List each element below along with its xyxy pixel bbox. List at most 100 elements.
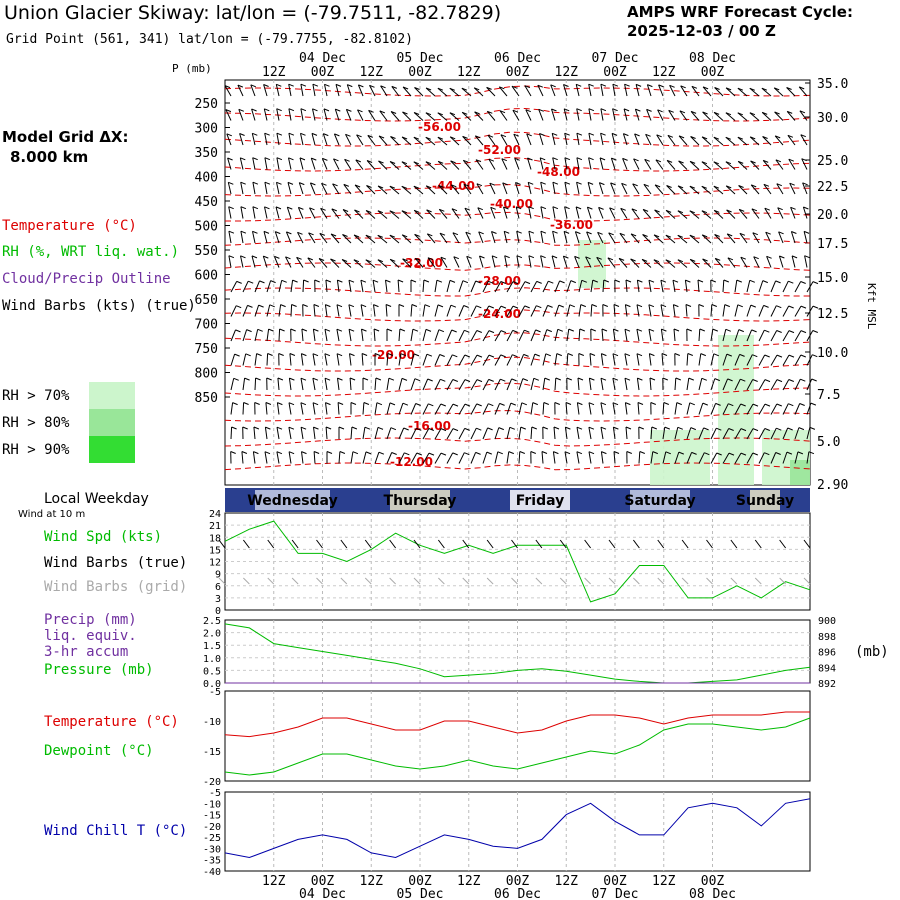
wind-barb-feather [330,233,337,237]
height-tick-label: 5.0 [817,435,840,450]
wind-barb-feather [239,133,245,136]
wind-barb-feather [788,354,795,358]
wind-barb-feather [414,87,420,90]
wind-barb [538,109,544,121]
wind-barb [790,231,796,244]
wind-barb [722,403,729,415]
wind-barb [482,427,489,440]
wind-barb [313,451,316,464]
wind-barb-feather [736,279,742,283]
wind-barb [241,451,244,464]
wind-barb-feather [389,210,395,214]
wind-barb [770,452,777,464]
wind-barb [477,207,484,219]
wind-barb [307,257,316,268]
wind-barb-feather [677,259,684,263]
wind-barb-feather [296,256,302,260]
wind-barb-feather [244,377,250,381]
time-tick-bottom: 00Z [603,874,627,889]
wind-barb-feather [413,161,419,165]
wind-barb [539,133,544,146]
wind-barb-feather [788,403,794,407]
wind-barb [552,451,556,464]
wind-barb [566,280,572,293]
wind-barb-feather [414,233,420,237]
precip-panel-ytick: 2.5 [203,616,221,627]
wind-barb [290,280,294,293]
grid-wind-barb [316,577,323,585]
wind-barb [600,84,604,97]
wind-barb-feather [464,427,470,431]
wind-barb [563,84,568,97]
wind-barb-feather [691,85,698,89]
wind-barb-feather [766,255,772,259]
wind-barb [470,354,478,366]
wind-barb-feather [642,208,649,212]
wind-barb [341,259,352,268]
wind-barb [288,157,292,170]
wind-barb-feather [645,133,651,137]
wind-barb [377,210,388,219]
wind-barb-feather [613,426,619,430]
wind-true-legend: Wind Barbs (true) [44,555,188,571]
wind-barb [607,257,616,268]
wind-barb-feather [521,402,527,406]
wind-barb-feather [251,255,258,259]
rh70-swatch [89,382,135,409]
time-tick-bottom: 12Z [262,874,286,889]
wind-barb [357,84,364,97]
rh80-swatch [89,409,135,436]
wind-barb [489,182,496,195]
wind-barb [778,255,784,268]
wind-barb [518,451,521,464]
wind-barb [354,209,364,219]
wind-barb [482,330,490,342]
wind-barb [641,259,652,268]
wind-barb-feather [801,158,807,162]
wind-barb-feather [514,157,520,161]
wind-barb [470,379,478,391]
wind-barb [288,402,292,415]
wind-barb [530,281,538,293]
wind-barb [764,207,772,219]
wind-barb-feather [690,427,696,431]
wind-barb-feather [276,451,283,455]
wind-barb-feather [255,377,261,381]
wind-barb-feather [374,353,381,356]
wind-barb-feather [385,304,392,307]
wind-barb [613,304,616,317]
wind-barb-feather [712,328,718,332]
wind-barb [660,329,664,342]
wind-barb-feather [253,426,260,430]
wind-barb [678,135,688,146]
wind-barb [353,259,364,268]
wind-barb-feather [354,209,360,213]
wind-barb-feather [778,231,784,235]
wind-barb-feather [492,255,498,259]
wind-barb-feather [635,83,642,87]
wind-barb [353,234,364,244]
wind-barb-feather [739,208,745,212]
wind-barb-feather [491,231,497,234]
time-tick-top: 00Z [408,65,432,80]
wind-barb [397,279,400,293]
wind-barb [552,157,556,170]
wind-barb-feather [288,83,294,87]
wind-barb-feather [725,328,731,332]
wind-barb [537,84,544,97]
wind-barb-feather [228,206,234,210]
wind-barb [378,160,388,170]
wind-barb [710,403,717,415]
dewpoint-legend: Dewpoint (°C) [44,743,154,759]
wind-barb-feather [231,426,237,430]
wind-barb [794,451,799,464]
wind-barb-feather [701,161,708,165]
wind-barb [722,353,728,366]
wind-barb-feather [403,427,409,431]
wind-barb [646,84,652,97]
surface-wind-barb [486,539,494,549]
wind-barb-feather [788,305,794,309]
wind-barb-feather [462,135,468,139]
wind-barb-feather [440,403,446,407]
wind-barb [799,110,808,121]
